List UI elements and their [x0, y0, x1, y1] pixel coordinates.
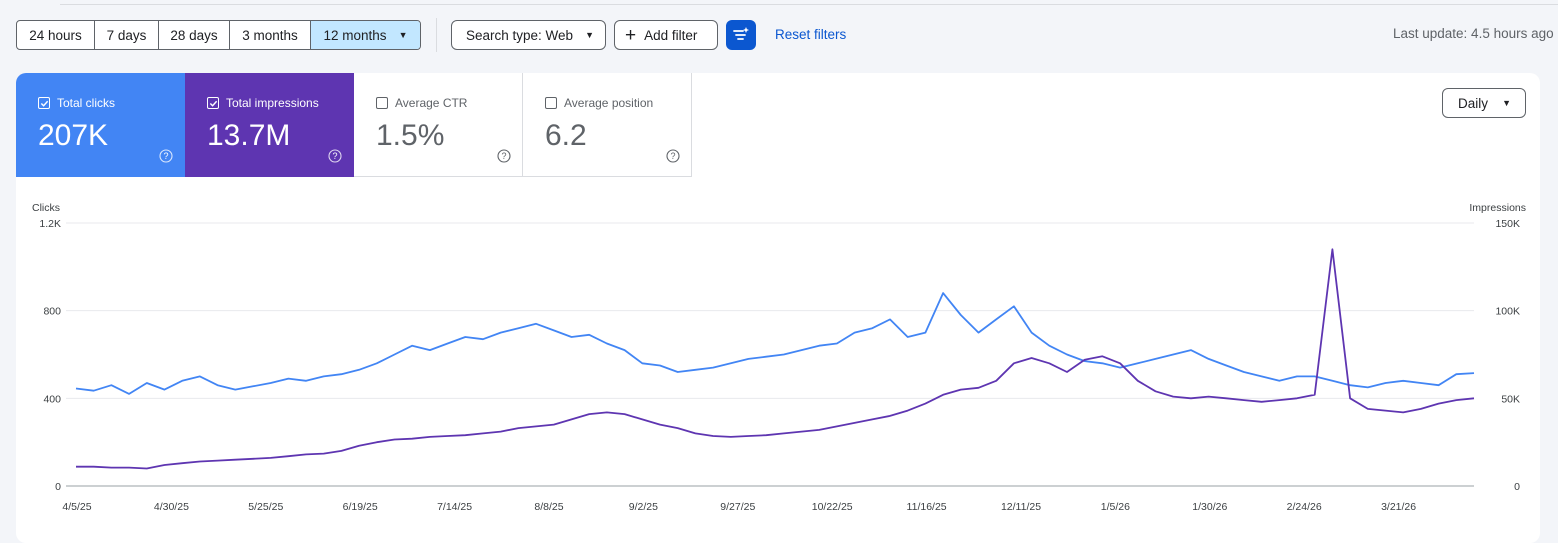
add-filter-label: Add filter	[644, 27, 698, 43]
range-3-months[interactable]: 3 months	[230, 21, 311, 49]
metric-value: 1.5%	[376, 119, 445, 152]
performance-card: Total clicks 207K ? Total impressions 13…	[16, 73, 1540, 543]
reset-filters-link[interactable]: Reset filters	[775, 27, 847, 42]
x-tick-label: 4/30/25	[154, 501, 189, 513]
performance-chart: Clicks Impressions 0 0 400 50K 800 100K 1.2K 15…	[32, 202, 1526, 513]
caret-down-icon: ▼	[398, 30, 408, 40]
x-tick-label: 12/11/25	[1001, 501, 1041, 513]
range-24-hours[interactable]: 24 hours	[17, 21, 95, 49]
search-type-dropdown[interactable]: Search type: Web ▼	[451, 20, 606, 50]
ai-filter-button[interactable]	[726, 20, 756, 50]
granularity-label: Daily	[1458, 95, 1489, 111]
x-tick-label: 2/24/26	[1287, 501, 1322, 513]
help-icon[interactable]: ?	[666, 149, 680, 163]
right-tick-label: 150K	[1495, 218, 1520, 230]
left-tick-label: 800	[43, 306, 61, 318]
metric-label: Average CTR	[395, 96, 468, 110]
sparkle-filter-icon	[733, 27, 749, 40]
x-tick-label: 1/5/26	[1101, 501, 1130, 513]
metric-label: Total clicks	[57, 96, 116, 110]
date-range-selector: 24 hours 7 days 28 days 3 months 12 mont…	[16, 20, 421, 50]
series-line-clicks	[75, 292, 1475, 395]
range-7-days[interactable]: 7 days	[95, 21, 159, 49]
left-tick-label: 1.2K	[39, 218, 61, 230]
left-tick-label: 400	[43, 393, 61, 405]
metric-label: Average position	[564, 96, 654, 110]
svg-text:?: ?	[670, 151, 675, 161]
range-12-months-label: 12 months	[323, 27, 387, 43]
x-tick-label: 1/30/26	[1192, 501, 1227, 513]
x-tick-label: 11/16/25	[907, 501, 947, 513]
checkbox-unchecked-icon[interactable]	[545, 97, 557, 109]
metric-label: Total impressions	[226, 96, 319, 110]
x-tick-label: 7/14/25	[437, 501, 472, 513]
x-tick-label: 9/27/25	[720, 501, 755, 513]
help-icon[interactable]: ?	[497, 149, 511, 163]
caret-down-icon: ▼	[1502, 98, 1511, 108]
metric-average-position[interactable]: Average position 6.2 ?	[523, 73, 692, 177]
left-axis-title: Clicks	[32, 202, 60, 214]
plus-icon: +	[625, 24, 637, 46]
checkbox-unchecked-icon[interactable]	[376, 97, 388, 109]
add-filter-button[interactable]: + Add filter	[614, 20, 718, 50]
range-12-months[interactable]: 12 months ▼	[311, 21, 420, 49]
search-type-label: Search type: Web	[466, 27, 574, 43]
toolbar-divider	[436, 18, 437, 52]
metric-value: 13.7M	[207, 119, 291, 152]
series-line-impressions	[76, 248, 1475, 470]
granularity-dropdown[interactable]: Daily ▼	[1442, 88, 1526, 118]
x-tick-label: 8/8/25	[534, 501, 563, 513]
metric-value: 6.2	[545, 119, 587, 152]
right-tick-label: 100K	[1495, 306, 1520, 318]
metric-total-impressions[interactable]: Total impressions 13.7M ?	[185, 73, 354, 177]
caret-down-icon: ▼	[585, 30, 594, 40]
svg-text:?: ?	[501, 151, 506, 161]
x-tick-label: 3/21/26	[1381, 501, 1416, 513]
x-tick-label: 6/19/25	[343, 501, 378, 513]
help-icon[interactable]: ?	[159, 149, 173, 163]
top-divider	[60, 4, 1558, 5]
x-tick-label: 4/5/25	[62, 501, 91, 513]
last-update-text: Last update: 4.5 hours ago	[1393, 26, 1554, 41]
svg-text:?: ?	[163, 151, 168, 161]
x-tick-label: 9/2/25	[629, 501, 658, 513]
checkbox-checked-icon[interactable]	[207, 97, 219, 109]
x-tick-label: 5/25/25	[248, 501, 283, 513]
metric-value: 207K	[38, 119, 109, 152]
x-tick-label: 10/22/25	[812, 501, 853, 513]
svg-text:?: ?	[332, 151, 337, 161]
range-28-days[interactable]: 28 days	[159, 21, 230, 49]
metric-total-clicks[interactable]: Total clicks 207K ?	[16, 73, 185, 177]
right-tick-label: 50K	[1501, 393, 1520, 405]
checkbox-checked-icon[interactable]	[38, 97, 50, 109]
help-icon[interactable]: ?	[328, 149, 342, 163]
right-tick-label: 0	[1514, 481, 1520, 493]
left-tick-label: 0	[55, 481, 61, 493]
metric-average-ctr[interactable]: Average CTR 1.5% ?	[354, 73, 523, 177]
right-axis-title: Impressions	[1469, 202, 1526, 214]
